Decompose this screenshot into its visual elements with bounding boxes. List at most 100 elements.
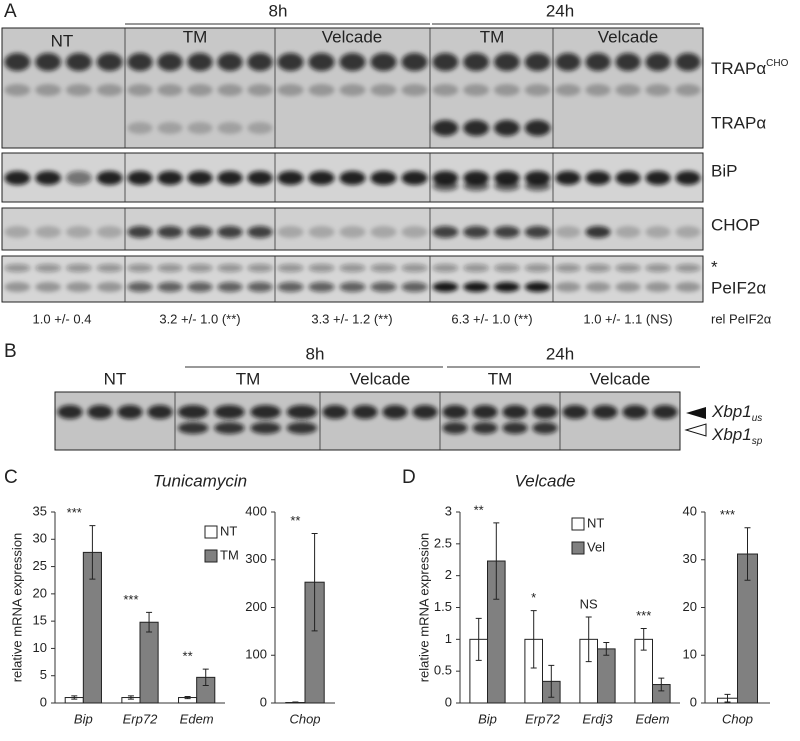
x-tick-label: Erp72	[525, 711, 560, 726]
y-tick-label: 1.5	[434, 599, 452, 614]
blot-band	[157, 122, 182, 134]
blot-band	[494, 282, 520, 292]
blot-band	[250, 422, 280, 434]
blot-band	[277, 84, 303, 96]
arrowhead	[686, 424, 706, 436]
significance-label: ***	[720, 507, 735, 522]
blot-band	[652, 405, 677, 419]
blot-band	[308, 264, 334, 272]
blot-band	[87, 405, 112, 419]
blot-band	[645, 171, 670, 185]
blot-band	[217, 122, 242, 134]
blot-band	[97, 282, 123, 292]
blot-band	[217, 171, 242, 185]
blot-band	[645, 226, 670, 238]
y-tick-label: 0.5	[434, 663, 452, 678]
blot-band	[401, 264, 427, 272]
panel-letter: A	[4, 1, 17, 22]
significance-label: **	[474, 502, 484, 517]
blot-band	[308, 84, 334, 96]
x-tick-label: Erdj3	[582, 711, 613, 726]
y-tick-label: 2	[445, 567, 452, 582]
blot-band	[247, 264, 272, 272]
band-label: Xbp1us	[711, 402, 762, 423]
blot-band	[463, 226, 489, 238]
blot-band	[463, 120, 489, 136]
blot-band	[127, 226, 152, 238]
blot-band	[432, 264, 458, 272]
blot-band	[615, 226, 640, 238]
time-header: 8h	[306, 344, 325, 363]
blot-band	[157, 53, 182, 71]
blot-band	[401, 53, 427, 71]
blot-band	[308, 171, 334, 185]
blot-band	[615, 264, 640, 272]
blot-band	[412, 405, 437, 419]
x-tick-label: Edem	[180, 711, 214, 726]
group-label: NT	[51, 31, 74, 50]
legend-label: NT	[220, 523, 237, 538]
quantification-label: rel PeIF2α	[711, 311, 772, 326]
x-tick-label: Bip	[478, 711, 497, 726]
blot-band	[675, 264, 700, 272]
group-label: TM	[488, 369, 513, 388]
y-axis-label: relative mRNA expression	[416, 533, 431, 683]
blot-band	[675, 84, 700, 96]
blot-band	[370, 226, 396, 238]
blot-band	[217, 226, 242, 238]
blot-band	[432, 181, 458, 191]
legend-swatch	[572, 518, 584, 530]
blot-band	[97, 84, 123, 96]
blot-band	[494, 226, 520, 238]
blot-band	[157, 226, 182, 238]
group-label: Velcade	[598, 27, 659, 46]
y-tick-label: 35	[33, 503, 47, 518]
legend-label: TM	[220, 547, 239, 562]
blot-band	[277, 282, 303, 292]
y-tick-label: 200	[245, 599, 267, 614]
blot-band	[370, 171, 396, 185]
significance-label: **	[183, 649, 193, 664]
blot-band	[66, 53, 92, 71]
blot-band	[615, 171, 640, 185]
significance-label: NS	[580, 596, 598, 611]
blot-band	[370, 84, 396, 96]
blot-band	[157, 282, 182, 292]
blot-band	[66, 171, 92, 185]
y-tick-label: 40	[683, 503, 697, 518]
blot-band	[217, 53, 242, 71]
significance-label: *	[531, 590, 536, 605]
blot-band	[432, 53, 458, 71]
blot-band	[463, 181, 489, 191]
y-tick-label: 30	[33, 531, 47, 546]
y-tick-label: 2.5	[434, 535, 452, 550]
blot-band	[472, 405, 497, 419]
blot-band	[525, 226, 551, 238]
blot-band	[35, 282, 61, 292]
blot-band	[615, 282, 640, 292]
y-tick-label: 300	[245, 551, 267, 566]
quantification: 3.2 +/- 1.0 (**)	[159, 311, 240, 326]
time-header: 24h	[546, 1, 574, 20]
blot-band	[127, 282, 152, 292]
blot-band	[4, 53, 30, 71]
significance-label: **	[290, 513, 300, 528]
significance-label: ***	[636, 608, 651, 623]
y-tick-label: 20	[33, 585, 47, 600]
blot-band	[308, 282, 334, 292]
blot-band	[339, 264, 365, 272]
blot-band	[555, 84, 580, 96]
blot-band	[339, 171, 365, 185]
blot-band	[277, 53, 303, 71]
blot-band	[287, 422, 317, 434]
blot-band	[645, 84, 670, 96]
chart-title: Velcade	[515, 471, 576, 490]
group-label: TM	[183, 27, 208, 46]
row-label: BiP	[711, 161, 737, 180]
blot-band	[615, 53, 640, 71]
blot-band	[4, 282, 30, 292]
blot-band	[35, 171, 61, 185]
blot-band	[401, 84, 427, 96]
blot-band	[585, 84, 610, 96]
bar	[140, 622, 158, 703]
